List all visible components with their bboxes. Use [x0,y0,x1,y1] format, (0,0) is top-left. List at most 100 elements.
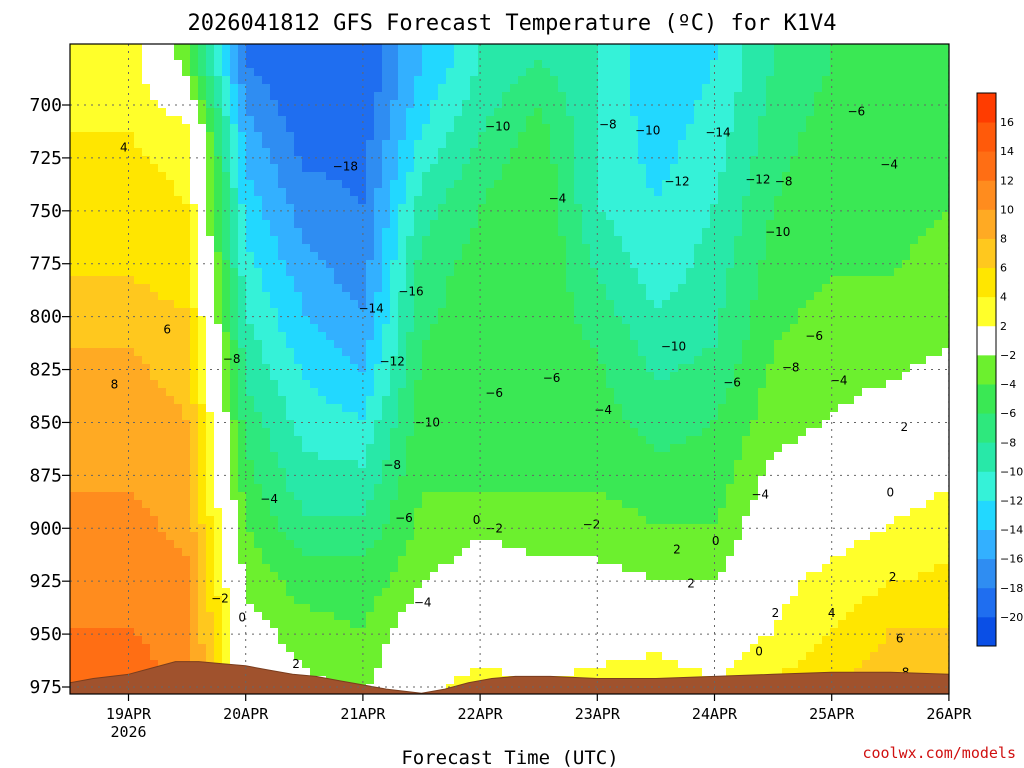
field-cell [494,52,503,61]
field-cell [206,572,215,581]
field-cell [310,268,319,277]
field-cell [342,492,351,501]
field-cell [486,124,495,133]
field-cell [430,548,439,557]
field-cell [94,52,103,61]
field-cell [342,484,351,493]
field-cell [374,84,383,93]
field-cell [102,180,111,189]
field-cell [454,628,463,637]
field-cell [446,76,455,85]
field-cell [270,516,279,525]
field-cell [222,596,231,605]
field-cell [94,516,103,525]
field-cell [446,44,455,53]
field-cell [342,108,351,117]
field-cell [102,68,111,77]
field-cell [430,532,439,541]
field-cell [334,660,343,669]
field-cell [190,228,199,237]
field-cell [158,340,167,349]
field-cell [246,628,255,637]
field-cell [86,356,95,365]
field-cell [390,588,399,597]
field-cell [110,564,119,573]
field-cell [382,556,391,565]
field-cell [350,52,359,61]
field-cell [422,388,431,397]
field-cell [526,436,535,445]
field-cell [374,148,383,157]
field-cell [478,492,487,501]
field-cell [542,428,551,437]
field-cell [510,52,519,61]
field-cell [270,572,279,581]
field-cell [190,284,199,293]
field-cell [254,628,263,637]
field-cell [406,84,415,93]
field-cell [118,404,127,413]
field-cell [542,228,551,237]
field-cell [326,548,335,557]
field-cell [238,420,247,429]
field-cell [518,188,527,197]
field-cell [158,244,167,253]
field-cell [286,188,295,197]
field-cell [414,668,423,677]
field-cell [158,532,167,541]
field-cell [262,236,271,245]
field-cell [542,380,551,389]
field-cell [222,420,231,429]
field-cell [430,92,439,101]
field-cell [326,628,335,637]
field-cell [470,572,479,581]
field-cell [246,604,255,613]
field-cell [398,388,407,397]
field-cell [262,124,271,133]
field-cell [510,492,519,501]
field-cell [86,212,95,221]
field-cell [118,284,127,293]
field-cell [374,340,383,349]
field-cell [454,100,463,109]
field-cell [518,516,527,525]
field-cell [334,396,343,405]
field-cell [406,188,415,197]
field-cell [230,348,239,357]
field-cell [118,52,127,61]
field-cell [502,84,511,93]
field-cell [294,476,303,485]
field-cell [190,620,199,629]
field-cell [198,276,207,285]
field-cell [174,572,183,581]
field-cell [310,196,319,205]
field-cell [190,500,199,509]
field-cell [142,124,151,133]
field-cell [534,500,543,509]
field-cell [318,460,327,469]
field-cell [286,364,295,373]
field-cell [470,260,479,269]
field-cell [502,116,511,125]
field-cell [198,92,207,101]
field-cell [326,292,335,301]
field-cell [470,52,479,61]
field-cell [182,508,191,517]
field-cell [342,564,351,573]
field-cell [334,236,343,245]
field-cell [126,444,135,453]
field-cell [446,364,455,373]
field-cell [310,116,319,125]
field-cell [326,284,335,293]
field-cell [214,428,223,437]
field-cell [94,492,103,501]
field-cell [110,60,119,69]
field-cell [206,484,215,493]
field-cell [414,84,423,93]
field-cell [270,100,279,109]
field-cell [302,596,311,605]
field-cell [310,508,319,517]
field-cell [366,180,375,189]
field-cell [158,452,167,461]
field-cell [462,284,471,293]
